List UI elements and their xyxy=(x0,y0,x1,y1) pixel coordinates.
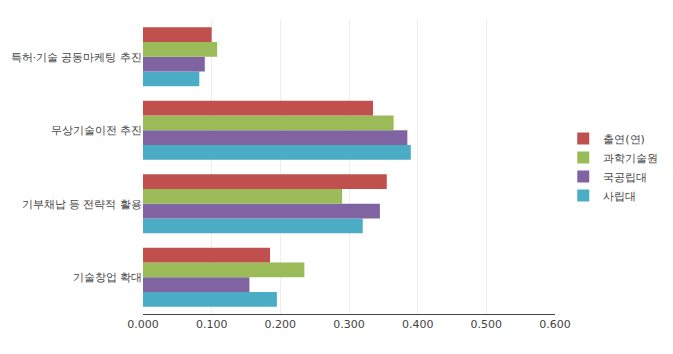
svg-text:국공립대: 국공립대 xyxy=(603,171,647,184)
svg-text:0.200: 0.200 xyxy=(265,318,297,331)
svg-text:0.300: 0.300 xyxy=(333,318,365,331)
svg-text:특허·기술 공동마케팅 추진: 특허·기술 공동마케팅 추진 xyxy=(11,51,143,64)
svg-text:0.500: 0.500 xyxy=(471,318,503,331)
svg-text:0.100: 0.100 xyxy=(196,318,228,331)
svg-text:기부채납 등 전략적 활용: 기부채납 등 전략적 활용 xyxy=(22,198,143,211)
svg-text:과학기술원: 과학기술원 xyxy=(603,152,658,165)
svg-text:출연(연): 출연(연) xyxy=(603,133,645,146)
svg-text:0.400: 0.400 xyxy=(402,318,434,331)
svg-text:무상기술이전 추진: 무상기술이전 추진 xyxy=(51,124,143,137)
svg-text:0.000: 0.000 xyxy=(127,318,159,331)
svg-text:기술창업 확대: 기술창업 확대 xyxy=(73,271,143,284)
svg-text:사립대: 사립대 xyxy=(603,190,636,203)
svg-text:0.600: 0.600 xyxy=(539,318,571,331)
